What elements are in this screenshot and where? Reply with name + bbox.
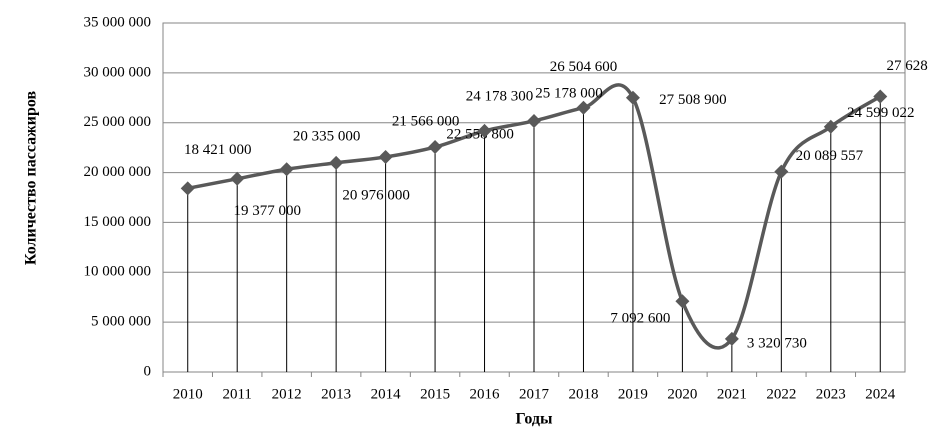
marker [230,171,245,186]
data-label: 3 320 730 [747,335,807,351]
marker [378,149,393,164]
data-label: 20 976 000 [342,187,410,203]
marker [329,155,344,170]
data-label: 26 504 600 [550,59,618,75]
data-label: 25 178 000 [535,85,603,101]
data-label: 24 178 300 [466,88,534,104]
x-tick-label: 2012 [272,386,302,402]
y-tick-label: 10 000 000 [84,264,152,280]
marker [625,90,640,105]
marker [675,294,690,309]
marker [180,181,195,196]
y-tick-label: 15 000 000 [84,214,152,230]
x-tick-label: 2022 [766,386,796,402]
x-tick-label: 2018 [568,386,598,402]
x-tick-label: 2011 [222,386,251,402]
y-tick-label: 0 [144,363,152,379]
data-label: 20 089 557 [796,148,864,164]
data-label: 21 566 000 [392,113,460,129]
data-label: 24 599 022 [847,105,915,121]
marker [774,164,789,179]
x-tick-label: 2023 [816,386,846,402]
y-tick-label: 20 000 000 [84,164,152,180]
data-label: 22 558 800 [446,126,514,142]
marker [527,113,541,128]
x-tick-label: 2015 [420,386,450,402]
y-tick-label: 35 000 000 [84,14,152,30]
marker [823,119,838,134]
x-tick-label: 2017 [519,386,550,402]
x-tick-label: 2020 [667,386,697,402]
marker [576,100,591,115]
x-tick-label: 2016 [470,386,501,402]
x-axis-title: Годы [516,411,553,428]
y-tick-label: 25 000 000 [84,114,152,130]
y-axis-title: Количество пассажиров [23,91,40,266]
data-label: 27 508 900 [659,92,727,108]
marker [477,123,492,138]
data-label: 20 335 000 [293,129,361,145]
y-tick-label: 5 000 000 [91,314,151,330]
data-label: 19 377 000 [233,203,301,219]
y-tick-label: 30 000 000 [84,64,152,80]
x-tick-label: 2021 [717,386,747,402]
x-tick-label: 2013 [321,386,351,402]
data-label: 7 092 600 [610,311,670,327]
data-label: 18 421 000 [184,142,252,158]
marker [724,331,739,346]
data-label: 27 628 100 [887,58,929,74]
x-tick-label: 2010 [173,386,203,402]
x-tick-label: 2019 [618,386,648,402]
marker [873,89,888,104]
marker [428,140,443,155]
marker [279,162,294,177]
x-tick-label: 2024 [865,386,896,402]
x-tick-label: 2014 [371,386,402,402]
